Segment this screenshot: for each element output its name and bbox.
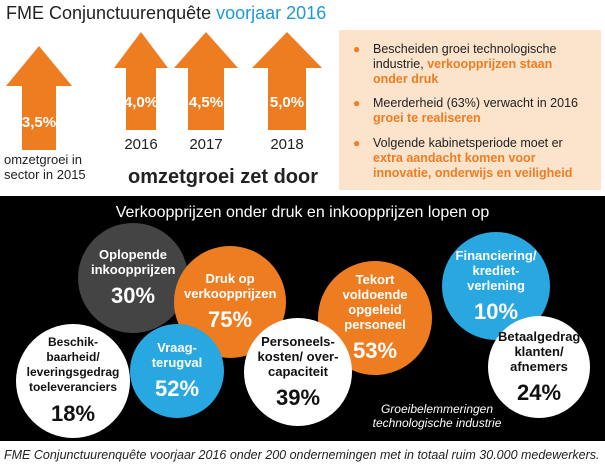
bullet-dot-icon: ● [353,42,361,56]
sector-growth-value: 3,5% [21,114,57,131]
year-2017: 2017 [189,136,223,153]
obstacles-section: Verkoopprijzen onder druk en inkoopprijz… [0,196,605,441]
sector-growth-arrow-icon [6,46,72,150]
bullet-item: ● Bescheiden groei technologische indust… [353,42,557,86]
growth-title: omzetgroei zet door [128,166,319,188]
bullet-item: ● Meerderheid (63%) verwacht in 2016 gro… [353,96,578,125]
growth-arrow-2018-icon [252,32,322,130]
year-2016: 2016 [124,136,158,153]
growth-arrow-2016-icon [114,32,168,130]
title-main: FME Conjunctuurenquête [6,3,212,23]
obstacles-note: Groeibelemmeringen technologische indust… [372,402,502,430]
title-accent: voorjaar 2016 [216,3,327,23]
growth-value-2018: 5,0% [269,94,305,111]
bullet-item: ● Volgende kabinetsperiode moet er extra… [353,136,573,180]
bubble-oplopende-inkoopprijzen: Oplopende inkoopprijzen 30% [78,223,188,333]
bubble-personeelskosten-overcapaciteit: Personeels- kosten/ over- capaciteit 39% [244,318,352,426]
highlights-panel: ● Bescheiden groei technologische indust… [339,30,601,190]
bullet-dot-icon: ● [353,136,361,150]
bubble-vraagterugval: Vraag- terugval 52% [130,324,224,418]
obstacles-title: Verkoopprijzen onder druk en inkoopprijz… [115,204,490,221]
growth-value-2017: 4,5% [188,94,224,111]
growth-value-2016: 4,0% [123,94,159,111]
growth-arrow-2017-icon [174,32,238,130]
bubble-beschikbaarheid-leveringsgedrag: Beschik- baarheid/ leveringsgedrag toele… [16,324,130,438]
sector-growth-note: omzetgroei in sector in 2015 [4,152,86,182]
footer-note: FME Conjunctuurenquête voorjaar 2016 ond… [4,448,600,462]
bubble-betaalgedrag-klanten: Betaalgedrag klanten/ afnemers 24% [488,316,590,418]
bullet-dot-icon: ● [353,96,361,110]
year-2018: 2018 [270,136,304,153]
page-title: FME Conjunctuurenquête voorjaar 2016 [6,3,326,24]
